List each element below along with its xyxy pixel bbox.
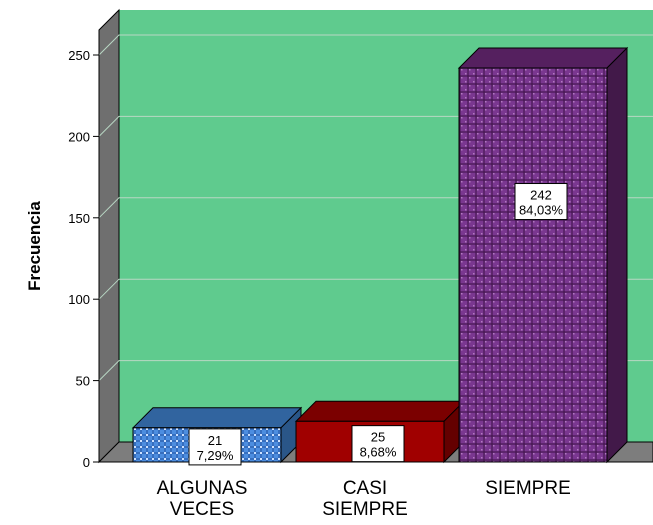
y-axis-label: Frecuencia [25, 201, 44, 291]
data-label-box [351, 425, 405, 463]
y-tick-label: 250 [68, 48, 90, 63]
data-label-count: 25 [371, 430, 385, 445]
y-tick-label: 50 [76, 374, 90, 389]
x-category-label: VECES [170, 499, 234, 520]
gridline [98, 34, 653, 56]
x-category-label: CASI [343, 478, 387, 499]
data-label-percent: 84,03% [519, 203, 564, 218]
data-label-count: 21 [208, 433, 222, 448]
bar-side-face [606, 46, 628, 464]
bar-top-face [457, 47, 629, 69]
plot-side-wall [98, 8, 120, 464]
bar [458, 67, 608, 463]
bar-top-face [294, 400, 466, 422]
data-label-box [188, 428, 242, 466]
y-tick-label: 150 [68, 211, 90, 226]
y-tick-label: 200 [68, 129, 90, 144]
y-tick-label: 100 [68, 292, 90, 307]
x-category-label: ALGUNAS [157, 478, 248, 499]
bar-top-face [131, 407, 303, 429]
x-category-label: SIEMPRE [322, 499, 408, 520]
data-label-count: 242 [530, 188, 552, 203]
x-category-label: SIEMPRE [485, 478, 571, 499]
data-label-box [514, 183, 568, 221]
y-tick-label: 0 [83, 455, 90, 470]
data-label-percent: 8,68% [360, 445, 397, 460]
data-label-percent: 7,29% [197, 448, 234, 463]
